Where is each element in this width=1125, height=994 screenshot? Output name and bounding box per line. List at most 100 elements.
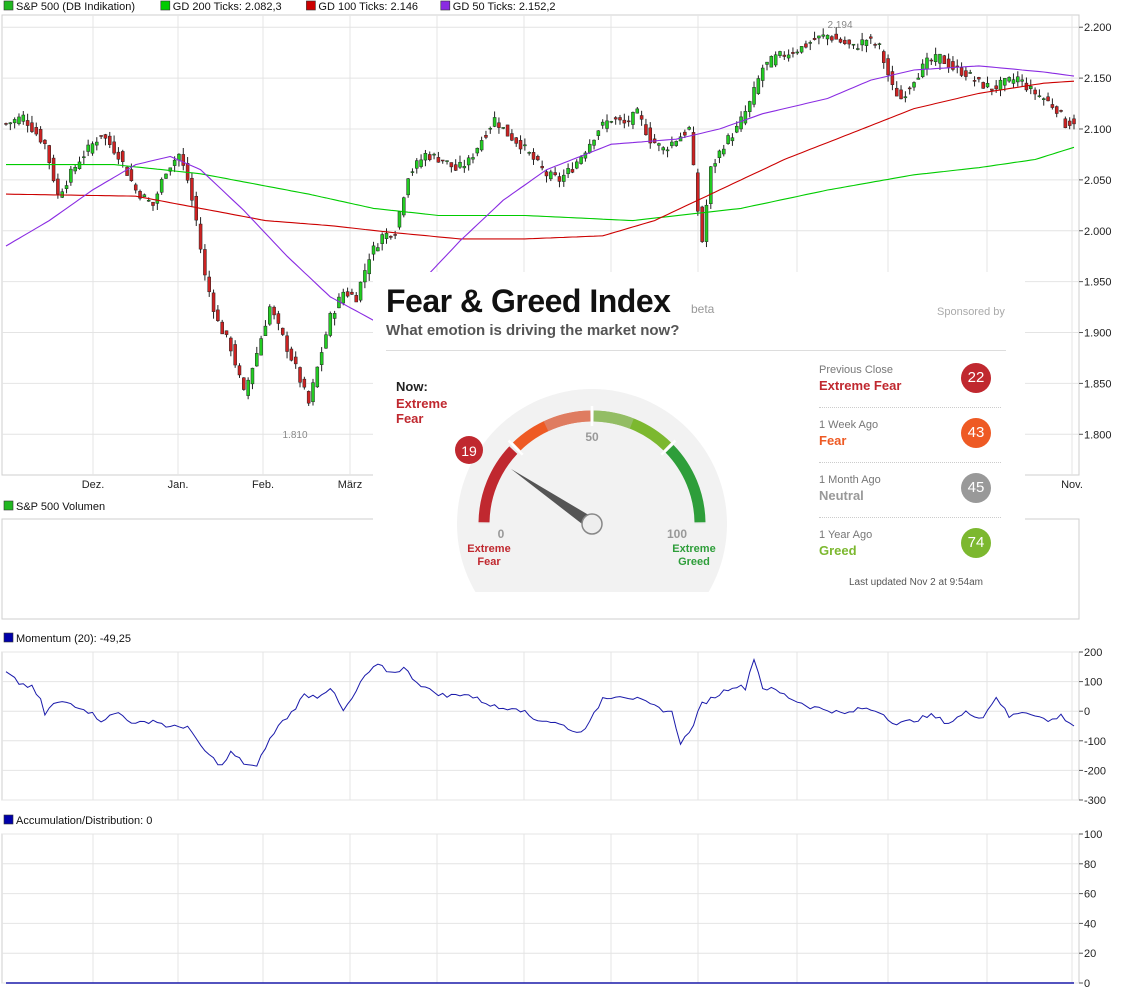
candle-body <box>410 171 415 173</box>
candle-body <box>523 144 527 147</box>
gd100-line <box>5 80 1075 240</box>
candle-body <box>505 124 510 137</box>
candle-body <box>207 276 211 293</box>
candle-body <box>133 184 138 191</box>
candle-body <box>280 327 285 335</box>
candle-body <box>981 82 985 89</box>
candle-body <box>851 43 856 46</box>
gauge-tick <box>660 439 677 456</box>
candle-body <box>704 204 709 242</box>
legend-swatch <box>3 632 14 643</box>
candle-body <box>479 140 484 151</box>
candle-body <box>959 67 964 76</box>
accumulation-legend: Accumulation/Distribution: 0 <box>3 814 152 827</box>
candle-body <box>696 172 700 212</box>
candle-body <box>319 352 324 365</box>
candle-body <box>458 161 462 168</box>
candle-body <box>276 313 281 324</box>
y-tick-label: 100 <box>1084 829 1102 841</box>
history-value: Greed <box>819 543 857 558</box>
candle-body <box>168 167 173 172</box>
candle-body <box>47 145 51 163</box>
candle-body <box>12 119 17 124</box>
candle-body <box>233 344 237 366</box>
candle-body <box>1033 89 1037 95</box>
candle-body <box>38 129 43 143</box>
candle-body <box>782 54 787 57</box>
candle-body <box>946 58 951 69</box>
candle-body <box>566 168 570 175</box>
history-label: 1 Year Ago <box>819 529 873 541</box>
y-tick-label: 2.200 <box>1084 22 1112 34</box>
history-value: Neutral <box>819 488 864 503</box>
candle-body <box>190 177 194 201</box>
candle-body <box>600 121 605 126</box>
candle-body <box>860 39 864 46</box>
y-tick-label: 1.800 <box>1084 429 1112 441</box>
gd50-line <box>5 65 1075 321</box>
candle-body <box>419 159 423 167</box>
y-tick-label: 2.000 <box>1084 226 1112 238</box>
sponsored-label[interactable]: Sponsored by <box>937 306 1005 318</box>
candle-body <box>804 43 808 48</box>
candle-body <box>609 121 614 123</box>
candle-body <box>95 141 99 146</box>
candle-body <box>73 167 77 172</box>
fear-greed-subtitle: What emotion is driving the market now? <box>386 322 680 339</box>
momentum-panel: 200 100 0 -100 -200 -300 <box>1 647 1106 807</box>
history-score-badge: 45 <box>961 473 991 503</box>
candle-body <box>332 313 337 319</box>
history-value: Extreme Fear <box>819 378 902 393</box>
candle-body <box>77 161 82 170</box>
candle-body <box>466 157 471 166</box>
candle-body <box>791 52 795 54</box>
candle-body <box>873 44 877 46</box>
candle-body <box>951 61 955 70</box>
fear-greed-title: Fear & Greed Index <box>386 283 671 319</box>
history-row: Previous Close Extreme Fear 22 <box>819 354 1005 408</box>
candle-body <box>268 306 272 325</box>
candle-body <box>1046 96 1050 102</box>
candle-body <box>575 161 579 169</box>
y-tick-label: 1.950 <box>1084 277 1112 289</box>
candle-body <box>920 63 925 77</box>
history-row: 1 Year Ago Greed 74 <box>819 519 1005 573</box>
candle-body <box>25 120 30 126</box>
candle-body <box>34 127 39 135</box>
candle-body <box>626 120 631 123</box>
candle-body <box>834 33 838 40</box>
candle-body <box>990 88 994 91</box>
candle-body <box>687 127 691 130</box>
candle-body <box>250 367 255 385</box>
candle-body <box>760 67 765 81</box>
candle-body <box>756 78 761 94</box>
price-legend: S&P 500 (DB Indikation) GD 200 Ticks: 2.0… <box>3 0 556 13</box>
candle-body <box>683 131 687 136</box>
candle-body <box>912 82 916 88</box>
x-tick-label: Nov. <box>1061 479 1083 491</box>
history-score-badge: 43 <box>961 418 991 448</box>
candle-body <box>341 291 346 304</box>
candle-body <box>354 295 358 303</box>
candle-body <box>821 34 825 37</box>
candle-body <box>164 173 168 179</box>
candle-body <box>159 179 164 193</box>
candle-body <box>739 116 743 130</box>
candle-body <box>1067 120 1072 126</box>
legend-swatch <box>3 0 14 11</box>
candle-body <box>765 61 769 65</box>
candle-body <box>415 160 419 169</box>
candle-body <box>242 377 246 390</box>
candle-body <box>393 234 397 236</box>
candle-body <box>592 139 596 146</box>
legend-label: GD 50 Ticks: 2.152,2 <box>453 1 556 13</box>
candle-body <box>306 391 311 404</box>
candle-body <box>877 43 882 45</box>
candle-body <box>812 37 817 40</box>
scale-mid-label: 50 <box>585 430 599 444</box>
momentum-series-line <box>5 658 1075 767</box>
end-right-line1: Extreme <box>672 543 715 555</box>
candle-body <box>203 249 207 276</box>
candle-body <box>51 157 56 182</box>
y-tick-label: -300 <box>1084 795 1106 807</box>
